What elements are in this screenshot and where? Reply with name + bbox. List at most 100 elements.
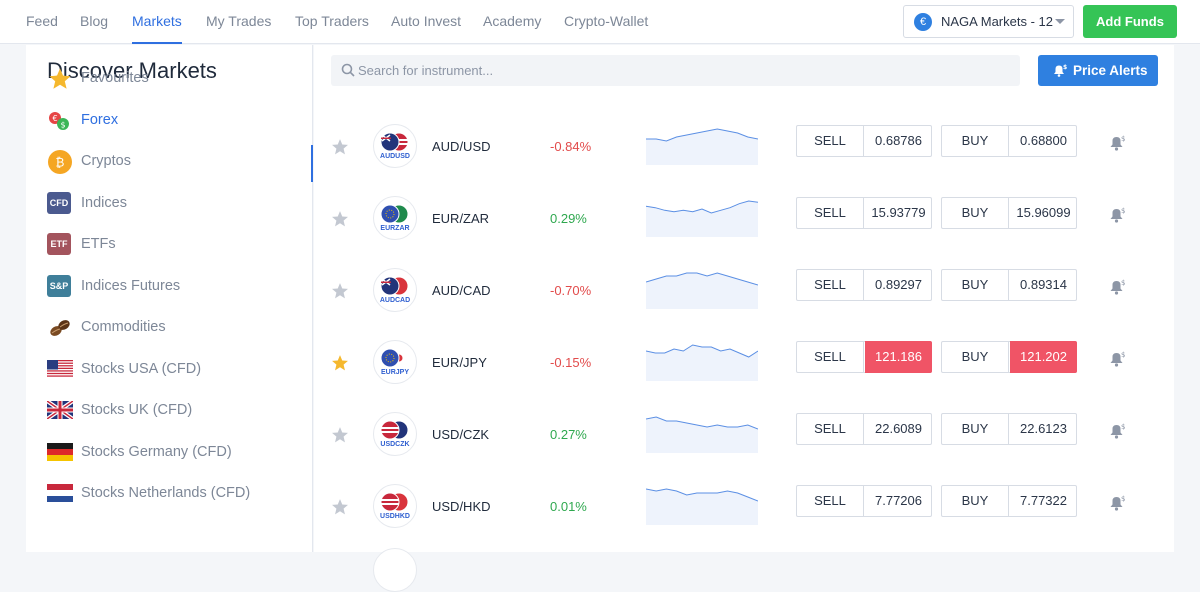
buy-button[interactable]: BUY 15.96099 bbox=[941, 197, 1077, 229]
price-alert-bell-icon[interactable]: $ bbox=[1108, 206, 1126, 229]
buy-price: 7.77322 bbox=[1020, 493, 1067, 508]
cfd-icon: CFD bbox=[47, 192, 73, 216]
sell-price: 7.77206 bbox=[875, 493, 922, 508]
sidebar-item-label: ETFs bbox=[81, 236, 116, 252]
favourite-star-icon[interactable] bbox=[331, 282, 349, 300]
daily-change: 0.29% bbox=[550, 211, 587, 226]
svg-text:$: $ bbox=[1121, 135, 1125, 143]
buy-price: 121.202 bbox=[1010, 341, 1077, 373]
sidebar-item-label: Stocks Netherlands (CFD) bbox=[81, 485, 251, 501]
sidebar-item-cryptos[interactable]: ₿ Cryptos bbox=[47, 148, 307, 176]
nav-item-my-trades[interactable]: My Trades bbox=[206, 13, 272, 29]
buy-label: BUY bbox=[942, 414, 1009, 444]
instrument-name[interactable]: AUD/CAD bbox=[432, 283, 491, 298]
svg-text:$: $ bbox=[1121, 279, 1125, 287]
sidebar-item-indices[interactable]: CFD Indices bbox=[47, 190, 307, 218]
sell-price: 22.6089 bbox=[875, 421, 922, 436]
instrument-name[interactable]: USD/CZK bbox=[432, 427, 490, 442]
buy-button[interactable]: BUY 22.6123 bbox=[941, 413, 1077, 445]
buy-price: 22.6123 bbox=[1020, 421, 1067, 436]
instrument-code: AUDUSD bbox=[380, 153, 410, 160]
sidebar-item-indices-futures[interactable]: S&P Indices Futures bbox=[47, 273, 307, 301]
instrument-row[interactable]: AUDCAD AUD/CAD -0.70% SELL 0.89297 BUY 0.89314… bbox=[314, 268, 1174, 341]
sidebar-item-forex[interactable]: € $ Forex bbox=[47, 107, 307, 135]
sell-button[interactable]: SELL 121.186 bbox=[796, 341, 932, 373]
nav-item-feed[interactable]: Feed bbox=[26, 13, 58, 29]
nav-item-crypto-wallet[interactable]: Crypto-Wallet bbox=[564, 13, 649, 29]
instrument-name[interactable]: EUR/JPY bbox=[432, 355, 487, 370]
add-funds-button[interactable]: Add Funds bbox=[1083, 5, 1177, 38]
favourite-star-icon[interactable] bbox=[331, 138, 349, 156]
forex-icon: € $ bbox=[47, 109, 73, 133]
price-alerts-button[interactable]: $ Price Alerts bbox=[1038, 55, 1158, 86]
sell-button[interactable]: SELL 15.93779 bbox=[796, 197, 932, 229]
top-nav-bar: Feed Blog Markets My Trades Top Traders Auto … bbox=[0, 0, 1200, 44]
instrument-name[interactable]: AUD/USD bbox=[432, 139, 491, 154]
sell-button[interactable]: SELL 0.89297 bbox=[796, 269, 932, 301]
price-alert-bell-icon[interactable]: $ bbox=[1108, 278, 1126, 301]
sell-button[interactable]: SELL 0.68786 bbox=[796, 125, 932, 157]
sell-price: 0.68786 bbox=[875, 133, 922, 148]
sidebar-item-label: Forex bbox=[81, 112, 119, 128]
price-alert-bell-icon[interactable]: $ bbox=[1108, 350, 1126, 373]
sell-button[interactable]: SELL 22.6089 bbox=[796, 413, 932, 445]
account-selector[interactable]: € NAGA Markets - 12 bbox=[903, 5, 1074, 38]
instrument-row[interactable]: EURZAR EUR/ZAR 0.29% SELL 15.93779 BUY 15.9609… bbox=[314, 196, 1174, 269]
favourite-star-icon[interactable] bbox=[331, 426, 349, 444]
buy-button[interactable]: BUY 121.202 bbox=[941, 341, 1077, 373]
price-alert-bell-icon[interactable]: $ bbox=[1108, 494, 1126, 517]
favourite-star-icon[interactable] bbox=[331, 210, 349, 228]
instrument-row[interactable]: AUDUSD AUD/USD -0.84% SELL 0.68786 BUY 0.68800… bbox=[314, 124, 1174, 197]
instrument-logo: EURJPY bbox=[373, 340, 417, 384]
sidebar-item-stocks-netherlands-cfd[interactable]: Stocks Netherlands (CFD) bbox=[47, 480, 307, 508]
price-alert-bell-icon[interactable]: $ bbox=[1108, 134, 1126, 157]
instrument-name[interactable]: USD/HKD bbox=[432, 499, 491, 514]
buy-price: 0.89314 bbox=[1020, 277, 1067, 292]
markets-sidebar: Discover Markets Favourites € $ Forex ₿ Crypt… bbox=[26, 45, 313, 552]
instrument-name[interactable]: EUR/ZAR bbox=[432, 211, 490, 226]
buy-button[interactable]: BUY 7.77322 bbox=[941, 485, 1077, 517]
favourite-star-icon[interactable] bbox=[331, 498, 349, 516]
euro-currency-icon: € bbox=[914, 13, 932, 31]
coffee-beans-icon bbox=[47, 316, 73, 340]
sparkline-chart bbox=[645, 341, 759, 381]
sell-button[interactable]: SELL 7.77206 bbox=[796, 485, 932, 517]
nav-item-blog[interactable]: Blog bbox=[80, 13, 109, 29]
sell-label: SELL bbox=[797, 126, 864, 156]
sidebar-item-favourites[interactable]: Favourites bbox=[47, 65, 307, 93]
sidebar-item-label: Commodities bbox=[81, 319, 166, 335]
nav-item-top-traders[interactable]: Top Traders bbox=[295, 13, 369, 29]
favourite-star-icon[interactable] bbox=[331, 354, 349, 372]
sidebar-item-stocks-germany-cfd[interactable]: Stocks Germany (CFD) bbox=[47, 439, 307, 467]
instrument-row[interactable]: USDHKD USD/HKD 0.01% SELL 7.77206 BUY 7.77322 $ bbox=[314, 484, 1174, 557]
sidebar-item-commodities[interactable]: Commodities bbox=[47, 314, 307, 342]
daily-change: 0.27% bbox=[550, 427, 587, 442]
buy-button[interactable]: BUY 0.68800 bbox=[941, 125, 1077, 157]
instrument-row[interactable]: USDCZK USD/CZK 0.27% SELL 22.6089 BUY 22.6123 $ bbox=[314, 412, 1174, 485]
instrument-logo: AUDCAD bbox=[373, 268, 417, 312]
daily-change: 0.01% bbox=[550, 499, 587, 514]
chevron-down-icon bbox=[1055, 19, 1065, 24]
svg-text:$: $ bbox=[1121, 207, 1125, 215]
bell-dollar-icon: $ bbox=[1054, 64, 1067, 77]
daily-change: -0.84% bbox=[550, 139, 592, 154]
star-icon bbox=[47, 67, 73, 91]
sidebar-item-stocks-usa-cfd[interactable]: Stocks USA (CFD) bbox=[47, 356, 307, 384]
sell-label: SELL bbox=[797, 486, 864, 516]
svg-text:₿: ₿ bbox=[56, 156, 65, 170]
sidebar-item-stocks-uk-cfd[interactable]: Stocks UK (CFD) bbox=[45, 397, 307, 425]
sidebar-item-label: Stocks USA (CFD) bbox=[81, 361, 202, 377]
instrument-code: USDCZK bbox=[380, 441, 410, 448]
search-input[interactable] bbox=[358, 55, 1008, 86]
germany-flag-icon bbox=[47, 441, 73, 465]
sp-icon: S&P bbox=[47, 275, 73, 299]
nav-item-academy[interactable]: Academy bbox=[483, 13, 542, 29]
instrument-row[interactable]: EURJPY EUR/JPY -0.15% SELL 121.186 BUY 121.202… bbox=[314, 340, 1174, 413]
sell-label: SELL bbox=[797, 342, 864, 372]
price-alert-bell-icon[interactable]: $ bbox=[1108, 422, 1126, 445]
buy-button[interactable]: BUY 0.89314 bbox=[941, 269, 1077, 301]
sidebar-item-etfs[interactable]: ETF ETFs bbox=[47, 231, 307, 259]
nav-item-auto-invest[interactable]: Auto Invest bbox=[391, 13, 462, 29]
nav-item-markets[interactable]: Markets bbox=[132, 0, 182, 44]
price-alerts-label: Price Alerts bbox=[1073, 63, 1148, 78]
